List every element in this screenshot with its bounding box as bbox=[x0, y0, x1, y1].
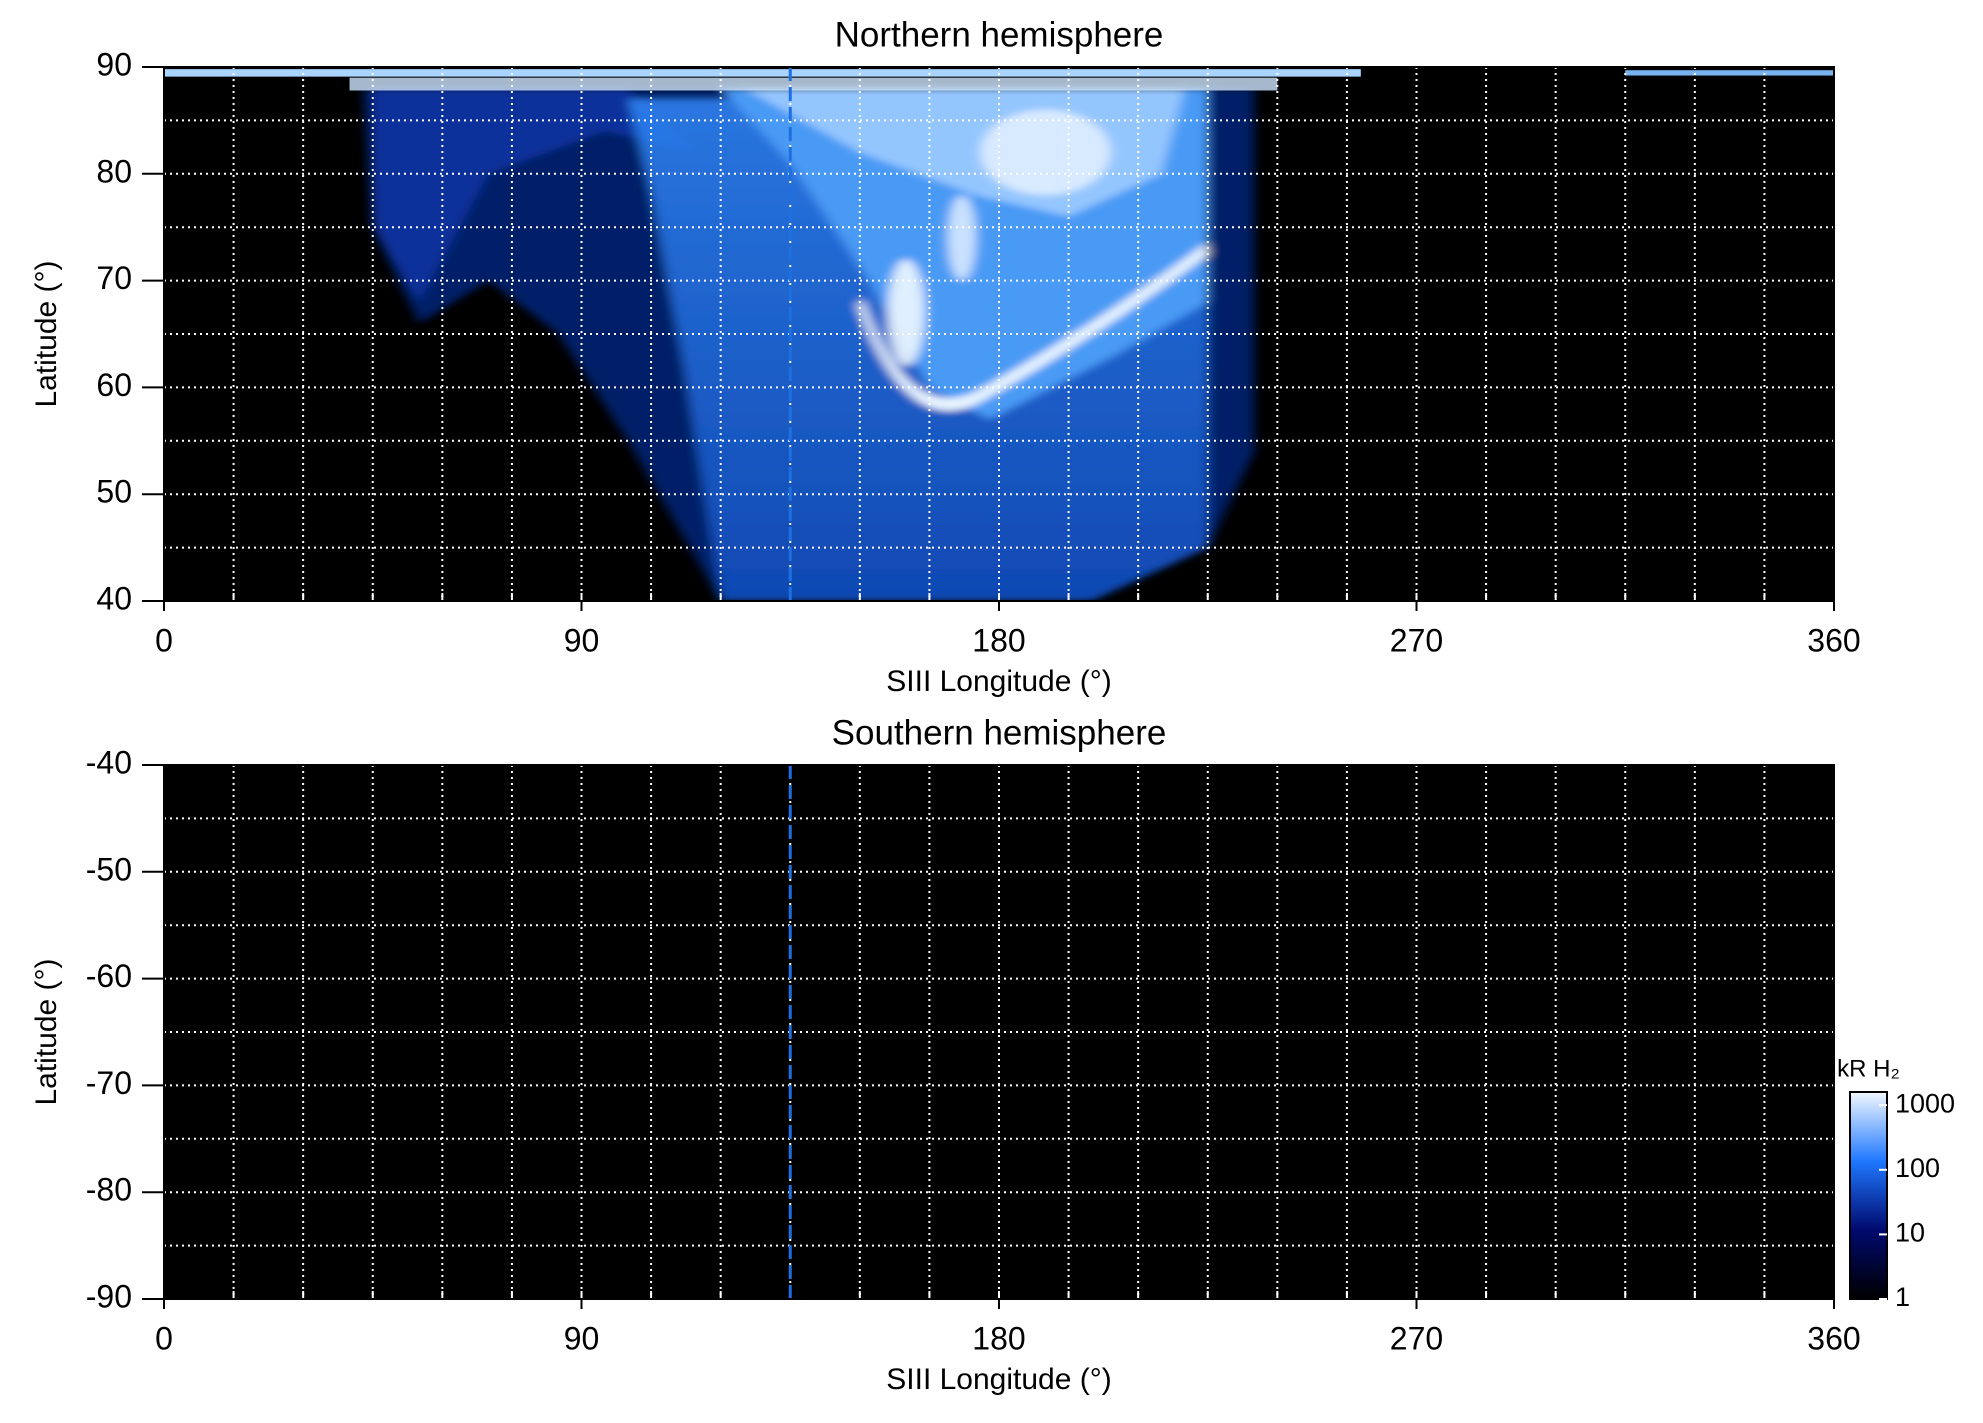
x-tick-label: 90 bbox=[564, 1320, 600, 1356]
x-axis-label: SIII Longitude (°) bbox=[886, 1363, 1111, 1396]
x-tick-label: 180 bbox=[972, 622, 1025, 658]
y-tick-label: -90 bbox=[86, 1278, 132, 1314]
x-tick-label: 360 bbox=[1807, 622, 1860, 658]
x-axis-label: SIII Longitude (°) bbox=[886, 665, 1111, 698]
y-axis-label: Latitude (°) bbox=[30, 958, 63, 1105]
x-tick-label: 360 bbox=[1807, 1320, 1860, 1356]
y-tick-label: 60 bbox=[96, 367, 132, 403]
colorbar-tick-label: 1000 bbox=[1895, 1088, 1955, 1118]
y-axis-label: Latitude (°) bbox=[30, 260, 63, 407]
y-tick-label: 70 bbox=[96, 260, 132, 296]
y-tick-label: -80 bbox=[86, 1172, 132, 1208]
colorbar-tick-label: 100 bbox=[1895, 1153, 1940, 1183]
colorbar-label: kR H₂ bbox=[1837, 1055, 1900, 1082]
y-tick-label: 80 bbox=[96, 153, 132, 189]
x-tick-label: 270 bbox=[1390, 1320, 1443, 1356]
y-tick-label: -40 bbox=[86, 744, 132, 780]
y-tick-label: 50 bbox=[96, 474, 132, 510]
x-tick-label: 180 bbox=[972, 1320, 1025, 1356]
y-tick-label: -60 bbox=[86, 958, 132, 994]
chart-title: Northern hemisphere bbox=[835, 15, 1164, 54]
x-tick-label: 0 bbox=[155, 1320, 173, 1356]
x-tick-label: 270 bbox=[1390, 622, 1443, 658]
colorbar-tick-label: 10 bbox=[1895, 1218, 1925, 1248]
colorbar bbox=[1849, 1091, 1888, 1300]
x-tick-label: 0 bbox=[155, 622, 173, 658]
x-tick-label: 90 bbox=[564, 622, 600, 658]
y-tick-label: 40 bbox=[96, 580, 132, 616]
colorbar-tick-label: 1 bbox=[1895, 1282, 1910, 1312]
y-tick-label: -50 bbox=[86, 851, 132, 887]
y-tick-label: 90 bbox=[96, 46, 132, 82]
chart-title: Southern hemisphere bbox=[832, 713, 1167, 752]
y-tick-label: -70 bbox=[86, 1065, 132, 1101]
